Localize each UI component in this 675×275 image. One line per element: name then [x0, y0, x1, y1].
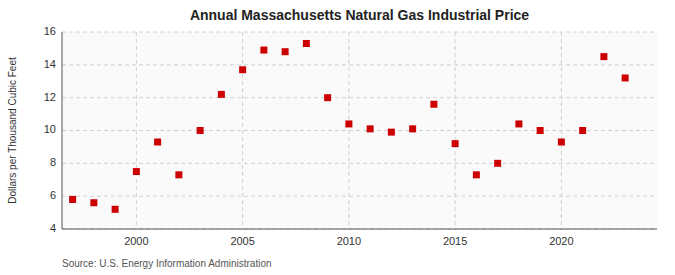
point [600, 53, 607, 60]
grid-line [62, 163, 657, 164]
grid-line [62, 64, 657, 65]
grid-line [62, 229, 657, 230]
point [452, 140, 459, 147]
y-axis [62, 32, 63, 229]
point [388, 129, 395, 136]
grid-line [348, 32, 349, 229]
tick-label: 8 [50, 156, 56, 168]
tick-label: 12 [44, 91, 56, 103]
chart: 4 6 8 10 12 14 16 2000 2005 2010 2015 2020 Annual Ma… [0, 0, 675, 275]
point [239, 66, 246, 73]
x-axis [62, 229, 657, 230]
grid [62, 32, 657, 229]
grid-line [62, 196, 657, 197]
tick-label: 14 [44, 58, 56, 70]
point [112, 206, 119, 213]
point [515, 120, 522, 127]
point [367, 125, 374, 132]
point [133, 168, 140, 175]
point [537, 127, 544, 134]
plot-area [62, 32, 657, 229]
point [324, 94, 331, 101]
point [260, 47, 267, 54]
point [622, 74, 629, 81]
point [175, 171, 182, 178]
y-axis-label: Dollars per Thousand Cubic Feet [7, 57, 18, 204]
tick-label: 2005 [230, 235, 254, 247]
point [218, 91, 225, 98]
point [282, 48, 289, 55]
grid-line [242, 32, 243, 229]
grid-line [561, 32, 562, 229]
grid-line [136, 32, 137, 229]
points [69, 40, 629, 213]
point [494, 160, 501, 167]
point [197, 127, 204, 134]
tick-label: 16 [44, 25, 56, 37]
point [558, 138, 565, 145]
tick-label: 6 [50, 189, 56, 201]
point [69, 196, 76, 203]
title: Annual Massachusetts Natural Gas Industr… [190, 7, 529, 23]
grid-line [62, 32, 657, 33]
point [90, 199, 97, 206]
tick-label: 2010 [337, 235, 361, 247]
point [345, 120, 352, 127]
point [473, 171, 480, 178]
tick-label: 10 [44, 123, 56, 135]
point [579, 127, 586, 134]
point [303, 40, 310, 47]
grid-line [455, 32, 456, 229]
tick-label: 2020 [549, 235, 573, 247]
point [154, 138, 161, 145]
source-note: Source: U.S. Energy Information Administ… [62, 258, 272, 269]
tick-label: 2000 [124, 235, 148, 247]
tick-label: 2015 [443, 235, 467, 247]
point [409, 125, 416, 132]
grid-line [62, 130, 657, 131]
tick-label: 4 [50, 222, 56, 234]
point [430, 101, 437, 108]
grid-line [62, 97, 657, 98]
